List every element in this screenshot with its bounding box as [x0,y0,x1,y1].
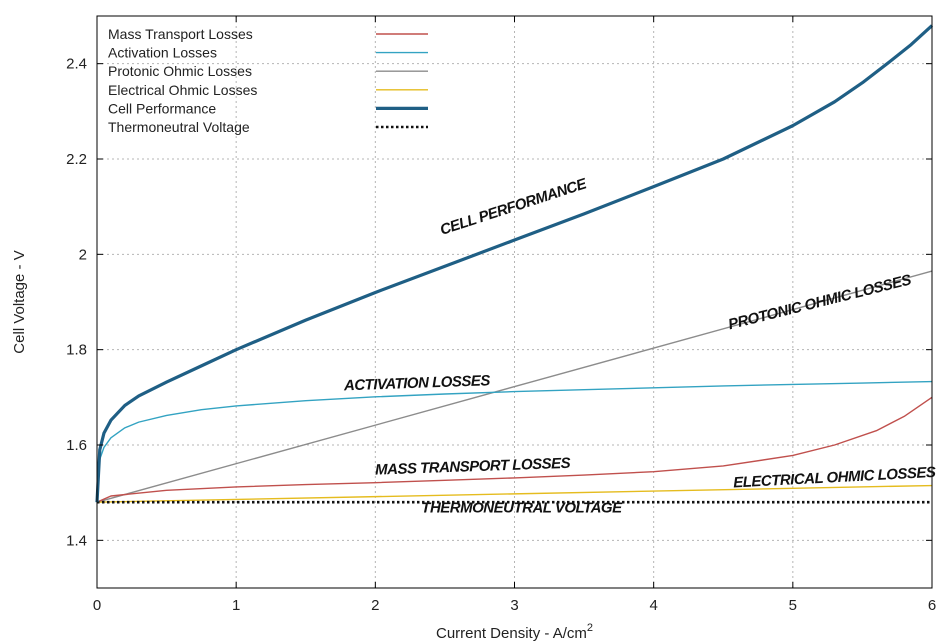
series-line-mass [96,396,933,503]
legend-label: Cell Performance [108,100,216,116]
y-tick-label: 2.2 [66,151,87,168]
legend: Mass Transport Losses Activation Losses Pr… [108,26,428,135]
x-axis-title-superscript: 2 [587,622,593,634]
x-tick-label: 2 [371,597,379,614]
grid [97,16,932,588]
x-tick-label: 3 [510,597,518,614]
curve-annotation: ACTIVATION LOSSES [343,372,491,394]
y-tick-label: 2.4 [66,56,87,73]
series-line-cell [95,24,934,503]
curve-annotation: THERMONEUTRAL VOLTAGE [421,500,623,517]
legend-label: Activation Losses [108,45,217,61]
y-tick-label: 1.8 [66,342,87,359]
legend-label: Thermoneutral Voltage [108,119,250,135]
y-axis-title: Cell Voltage - V [11,250,28,353]
x-tick-label: 4 [649,597,657,614]
legend-label: Electrical Ohmic Losses [108,82,257,98]
legend-label: Mass Transport Losses [108,26,253,42]
legend-label: Protonic Ohmic Losses [108,63,252,79]
series-line-activation [96,380,933,503]
y-tick-label: 1.4 [66,532,87,549]
curve-annotation: MASS TRANSPORT LOSSES [375,455,571,479]
x-tick-label: 6 [928,597,936,614]
y-tick-label: 2 [79,246,87,263]
ticks: 0 1 2 3 4 5 6 1.4 1.6 1.8 2 2.2 2.4 [66,16,936,614]
series-line-electrical [96,484,933,503]
series-line-protonic [96,270,933,503]
x-tick-label: 0 [93,597,101,614]
x-axis-title-text: Current Density - A/cm [436,625,587,642]
y-tick-label: 1.6 [66,437,87,454]
series-layer [95,24,934,504]
x-axis-title: Current Density - A/cm2 [436,622,593,642]
x-tick-label: 5 [789,597,797,614]
x-tick-label: 1 [232,597,240,614]
